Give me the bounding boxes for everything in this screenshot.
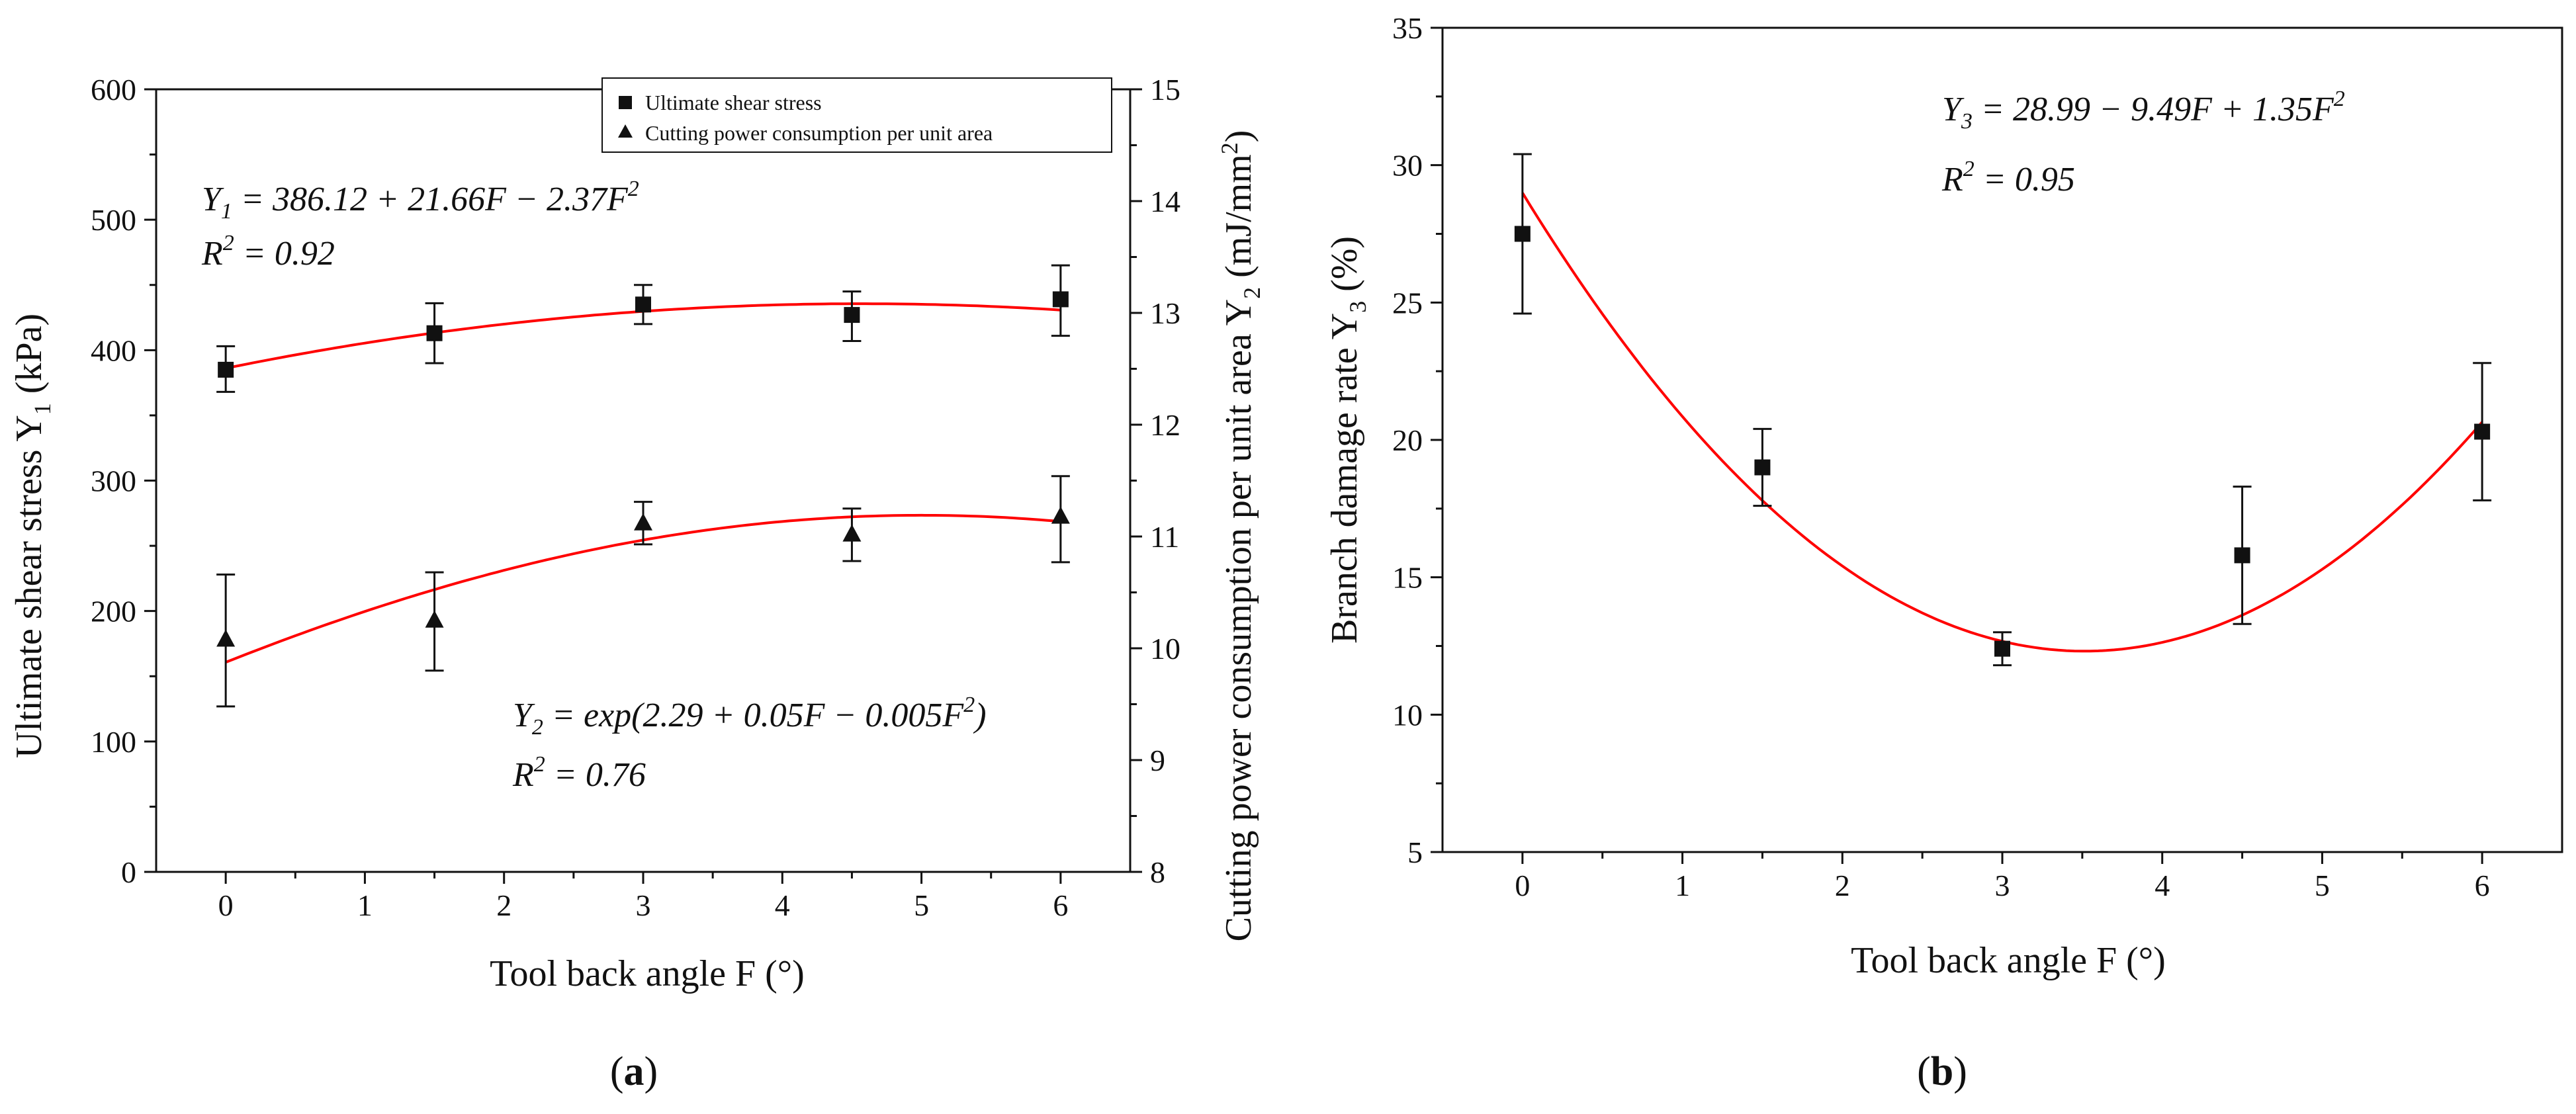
chart-b-plot-frame — [1441, 26, 2563, 853]
y-tick-label-left: 200 — [91, 595, 136, 628]
data-point-triangle — [634, 513, 652, 531]
legend-box — [601, 77, 1112, 153]
x-tick-label: 6 — [2475, 869, 2490, 902]
fit-curve — [1521, 192, 2483, 653]
chart-a-left-y-axis-title: Ultimate shear stress Y1 (kPa) — [9, 314, 56, 758]
x-tick-label: 3 — [636, 888, 651, 922]
y-tick-label-left: 400 — [91, 333, 136, 367]
data-point-square — [218, 361, 234, 378]
equation-y3: Y3 = 28.99 − 9.49F + 1.35F2 — [1942, 87, 2345, 134]
y-tick-label-right: 14 — [1150, 185, 1180, 218]
data-point-square — [1994, 640, 2010, 657]
y-tick-label-right: 8 — [1150, 855, 1165, 889]
x-tick-label: 2 — [1835, 869, 1850, 902]
y-tick-label-right: 13 — [1150, 296, 1180, 330]
y-tick-label-right: 11 — [1150, 520, 1179, 554]
y-tick-label-right: 10 — [1150, 632, 1180, 665]
data-point-triangle — [425, 610, 444, 628]
x-tick-label: 6 — [1053, 888, 1068, 922]
chart-a-right-y-axis-title: Cutting power consumption per unit area … — [1216, 130, 1265, 942]
legend-marker-triangle — [618, 124, 633, 138]
data-point-square — [844, 307, 860, 323]
data-point-square — [1052, 291, 1069, 308]
data-point-triangle — [1051, 506, 1070, 524]
chart-b-data-points — [1513, 153, 2492, 667]
y-tick-label-left: 5 — [1407, 836, 1423, 869]
x-tick-label: 3 — [1995, 869, 2010, 902]
r-squared-y3: R2 = 0.95 — [1941, 157, 2075, 198]
y-tick-label-left: 300 — [91, 464, 136, 498]
y-tick-label-right: 9 — [1150, 744, 1165, 777]
y-tick-label-left: 35 — [1392, 11, 1423, 45]
y-tick-label-left: 30 — [1392, 149, 1423, 183]
chart-a-fit-curves — [225, 302, 1061, 664]
chart-a-x-axis-title: Tool back angle F (°) — [490, 953, 805, 994]
data-point-square — [2234, 547, 2250, 564]
x-tick-label: 0 — [218, 888, 234, 922]
y-tick-label-left: 600 — [91, 73, 136, 107]
y-tick-label-left: 10 — [1392, 698, 1423, 732]
chart-b-x-axis-title: Tool back angle F (°) — [1851, 940, 2166, 981]
y-tick-label-right: 12 — [1150, 408, 1180, 442]
chart-b-y-axis-title: Branch damage rate Y3 (%) — [1324, 236, 1371, 644]
chart-a-legend: Ultimate shear stress Cutting power cons… — [601, 77, 1112, 153]
legend-label-shear: Ultimate shear stress — [645, 91, 822, 114]
x-tick-label: 5 — [914, 888, 929, 922]
equation-y1: Y1 = 386.12 + 21.66F − 2.37F2 — [202, 177, 639, 224]
x-tick-label: 5 — [2315, 869, 2330, 902]
legend-marker-square — [619, 96, 632, 109]
x-tick-label: 0 — [1515, 869, 1530, 902]
data-point-square — [1754, 459, 1771, 476]
r-squared-y2: R2 = 0.76 — [512, 752, 646, 794]
data-point-square — [426, 325, 443, 341]
y-tick-label-right: 15 — [1150, 73, 1180, 107]
y-tick-label-left: 15 — [1392, 561, 1423, 595]
chart-a-data-points — [216, 264, 1070, 708]
equation-y2: Y2 = exp(2.29 + 0.05F − 0.005F2) — [513, 693, 987, 740]
legend-label-power: Cutting power consumption per unit area — [645, 121, 993, 145]
r-squared-y1: R2 = 0.92 — [201, 231, 335, 273]
x-tick-label: 4 — [775, 888, 790, 922]
data-point-triangle — [842, 524, 862, 542]
chart-b-ticks: 0 1 2 3 4 5 6 5 10 15 20 25 30 35 — [1392, 11, 2490, 902]
panel-b-label: (b) — [1917, 1049, 1967, 1094]
y-tick-label-left: 500 — [91, 203, 136, 237]
x-tick-label: 4 — [2154, 869, 2170, 902]
y-tick-label-left: 0 — [121, 855, 136, 889]
chart-b-fit-curve — [1521, 192, 2483, 653]
data-point-triangle — [216, 629, 236, 647]
y-tick-label-left: 25 — [1392, 286, 1423, 320]
data-point-square — [2474, 423, 2491, 440]
data-point-square — [1514, 226, 1531, 242]
chart-a: 0 1 2 3 4 5 6010020030040050060089101112131415… — [9, 73, 1265, 1094]
y-tick-label-left: 100 — [91, 725, 136, 759]
panel-a-label: (a) — [610, 1049, 658, 1094]
chart-b: 0 1 2 3 4 5 6 5 10 15 20 25 30 35 Tool back angle F (… — [1324, 11, 2563, 1094]
x-tick-label: 1 — [357, 888, 373, 922]
data-point-square — [635, 296, 651, 313]
y-tick-label-left: 20 — [1392, 423, 1423, 457]
x-tick-label: 1 — [1675, 869, 1690, 902]
x-tick-label: 2 — [496, 888, 511, 922]
